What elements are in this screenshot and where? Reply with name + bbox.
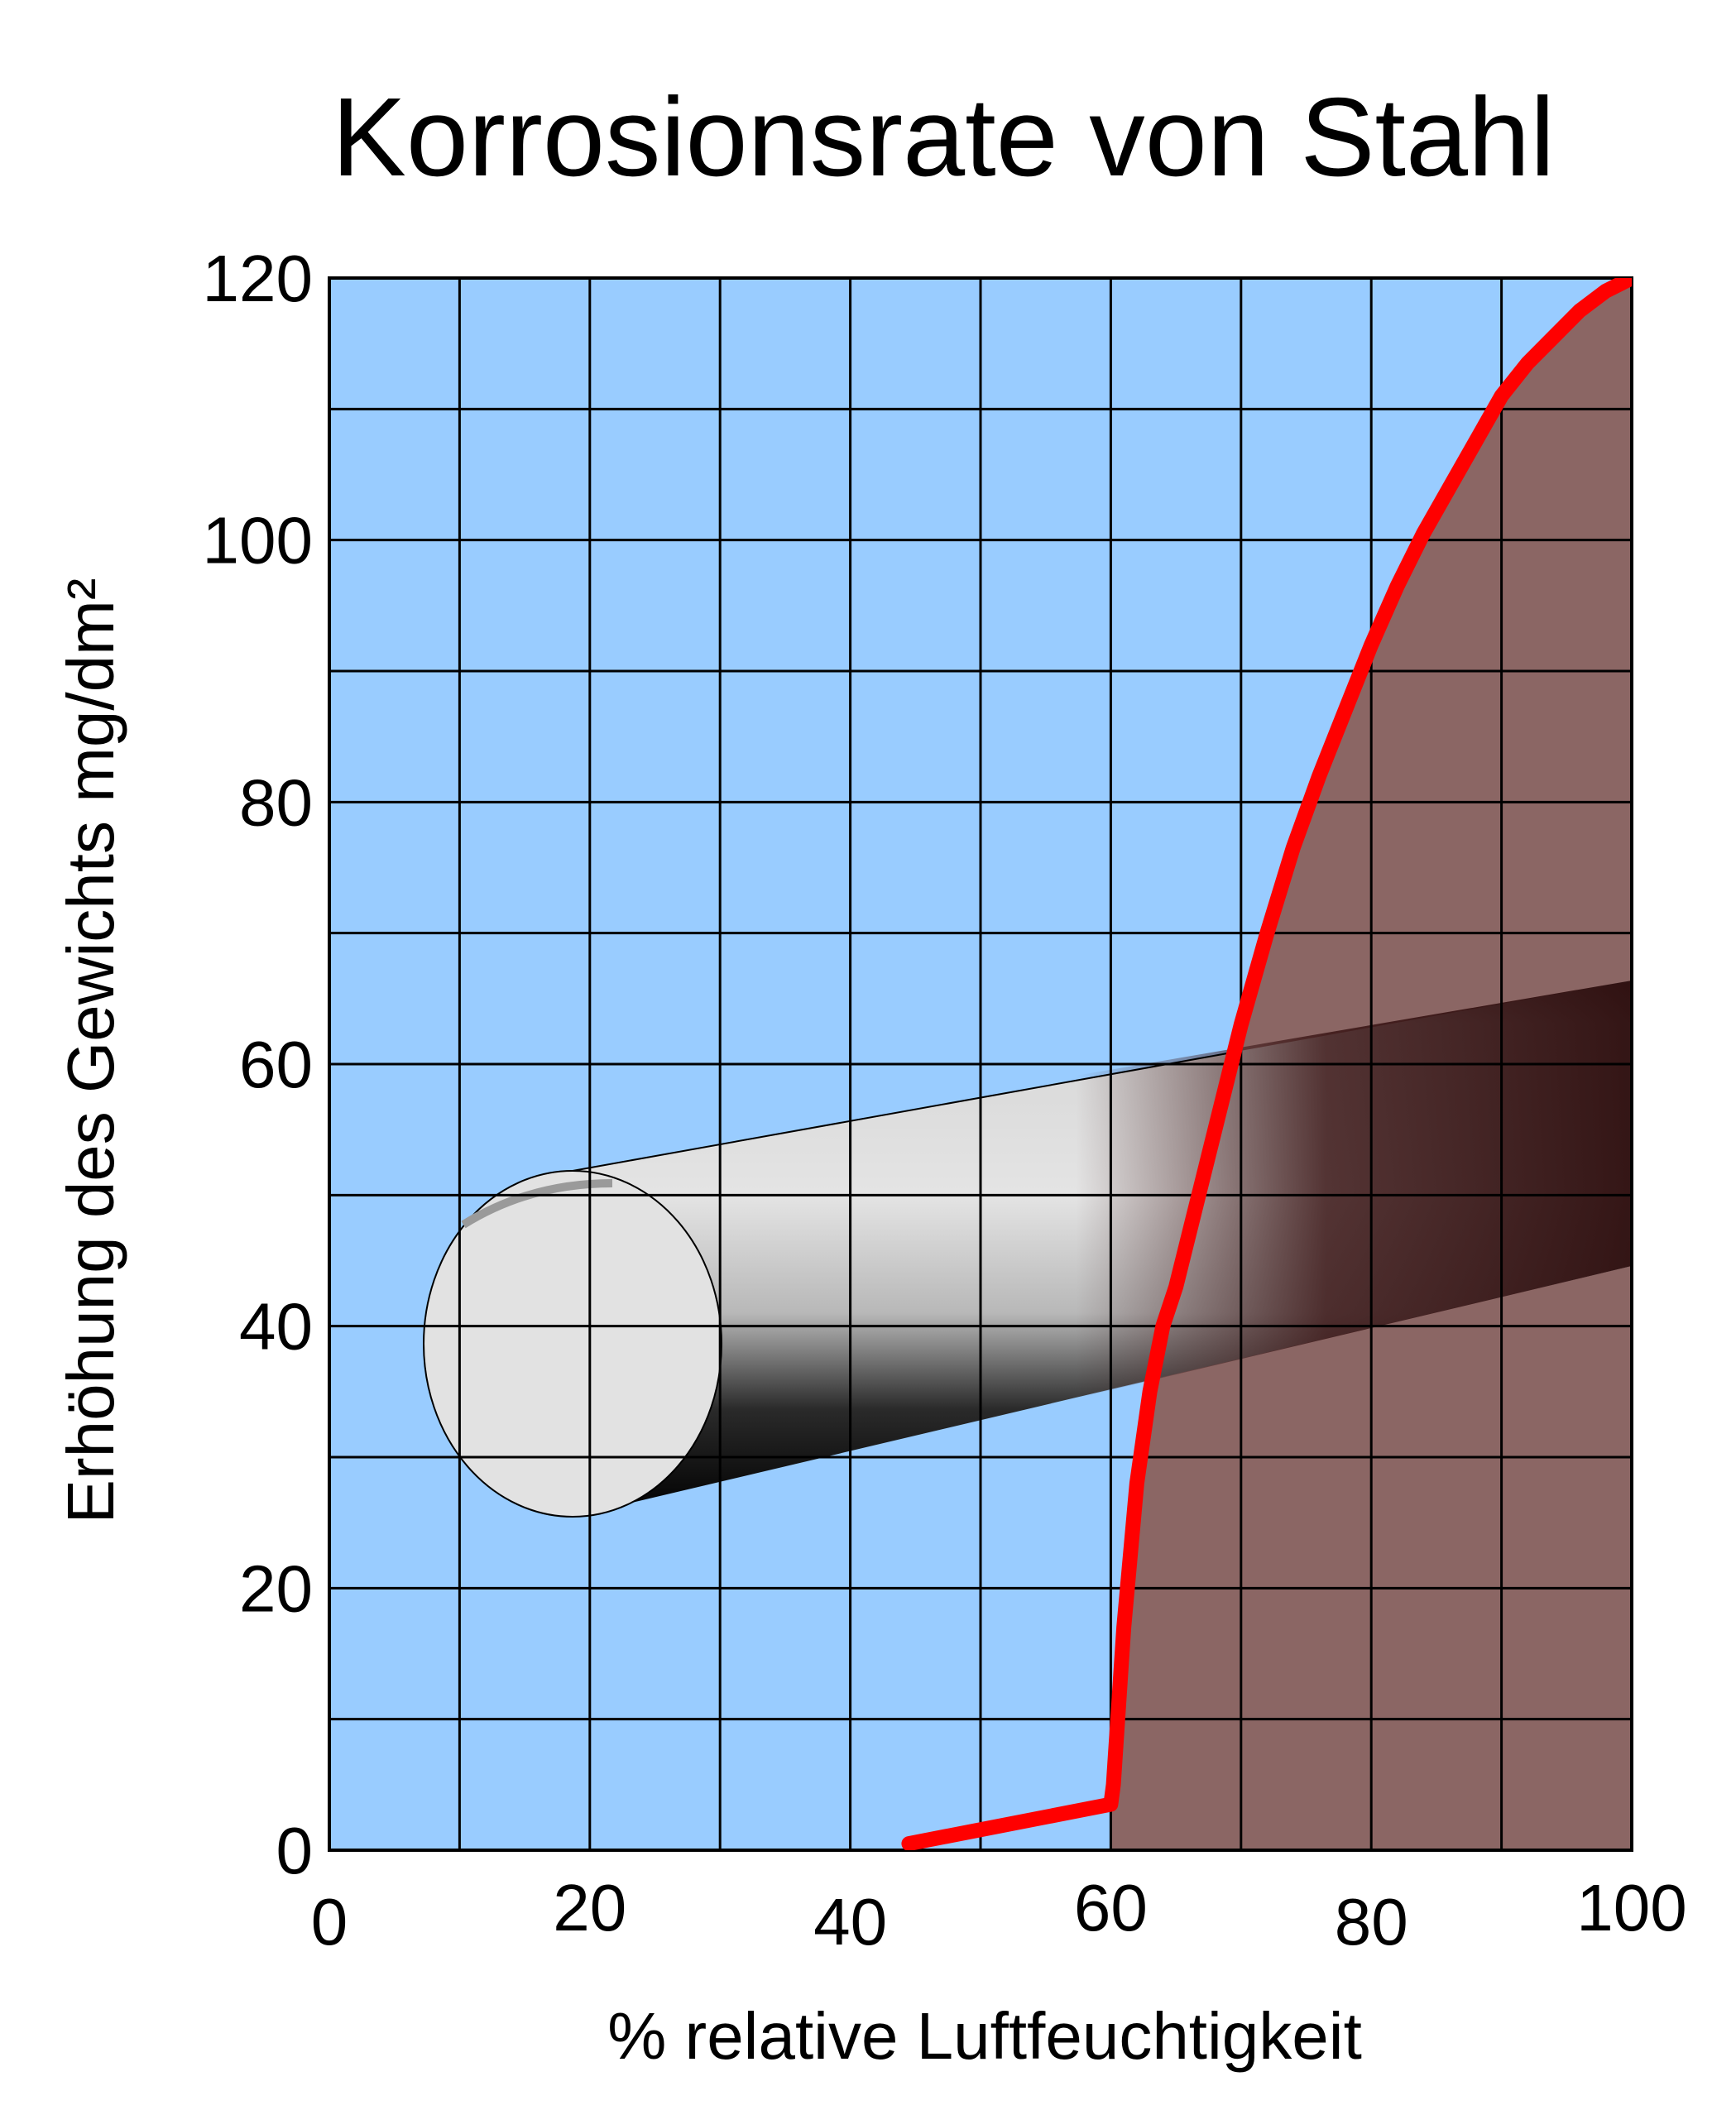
y-tick-label: 120 bbox=[203, 242, 313, 315]
x-axis-label: % relative Luftfeuchtigkeit bbox=[607, 1999, 1362, 2073]
y-axis-label: Erhöhung des Gewichts mg/dm² bbox=[54, 578, 127, 1524]
steel-bar-icon bbox=[423, 981, 1632, 1518]
y-tick-label: 40 bbox=[239, 1290, 313, 1364]
y-tick-label: 60 bbox=[239, 1028, 313, 1101]
x-tick-label: 0 bbox=[311, 1885, 348, 1959]
x-tick-label: 100 bbox=[1576, 1871, 1686, 1945]
y-tick-label: 100 bbox=[203, 504, 313, 578]
chart-title: Korrosionsrate von Stahl bbox=[332, 74, 1555, 199]
plot-frame bbox=[328, 276, 1633, 1852]
y-tick-label: 20 bbox=[239, 1551, 313, 1625]
x-tick-label: 80 bbox=[1335, 1885, 1408, 1959]
y-tick-label: 0 bbox=[276, 1814, 314, 1887]
x-tick-label: 40 bbox=[813, 1885, 887, 1959]
series-line bbox=[901, 278, 1632, 1850]
y-tick-label: 80 bbox=[239, 765, 313, 839]
x-tick-label: 60 bbox=[1074, 1871, 1148, 1945]
x-tick-label: 20 bbox=[553, 1871, 626, 1945]
